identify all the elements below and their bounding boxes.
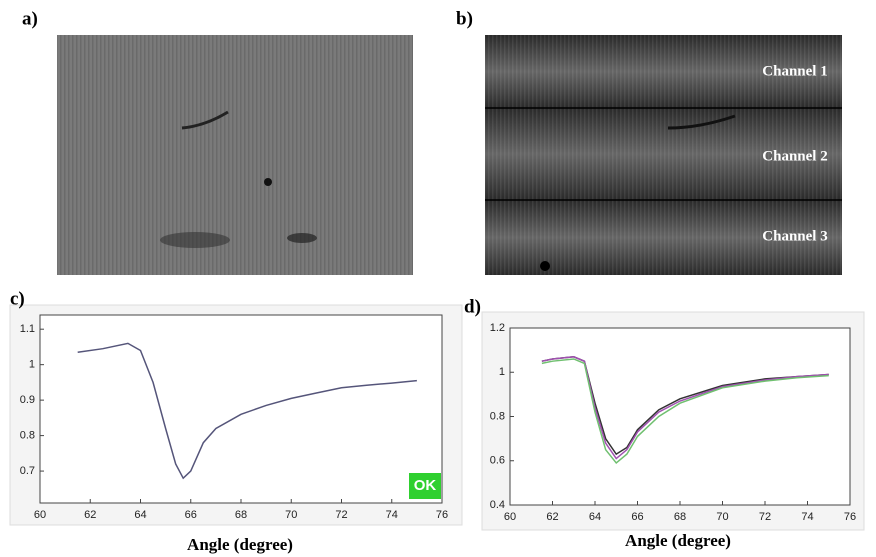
annotation: OK xyxy=(414,477,437,494)
y-tick-label: 0.8 xyxy=(490,410,505,422)
x-tick-label: 70 xyxy=(285,509,297,521)
y-tick-label: 0.9 xyxy=(20,394,35,406)
x-tick-label: 66 xyxy=(631,511,643,523)
image-b xyxy=(485,35,842,275)
y-tick-label: 0.6 xyxy=(490,455,505,467)
channel-label: Channel 1 xyxy=(762,63,827,79)
panel-label: a) xyxy=(22,8,38,29)
x-tick-label: 72 xyxy=(759,511,771,523)
x-axis-label: Angle (degree) xyxy=(187,535,293,554)
x-tick-label: 62 xyxy=(84,509,96,521)
channel-label: Channel 3 xyxy=(762,228,827,244)
data-line xyxy=(541,355,829,460)
x-tick-label: 70 xyxy=(716,511,728,523)
x-tick-label: 64 xyxy=(589,511,601,523)
x-axis-label: Angle (degree) xyxy=(625,531,731,550)
panel-label: c) xyxy=(10,288,25,309)
x-tick-label: 60 xyxy=(504,511,516,523)
x-tick-label: 68 xyxy=(235,509,247,521)
panel-label: b) xyxy=(456,8,473,29)
ok-badge xyxy=(409,473,441,499)
x-tick-label: 66 xyxy=(185,509,197,521)
x-tick-label: 64 xyxy=(134,509,146,521)
plot-area xyxy=(39,314,443,504)
x-tick-label: 74 xyxy=(801,511,813,523)
x-tick-label: 60 xyxy=(34,509,46,521)
x-tick-label: 76 xyxy=(844,511,856,523)
y-tick-label: 0.4 xyxy=(490,499,505,511)
y-tick-label: 1 xyxy=(499,366,505,378)
y-tick-label: 0.8 xyxy=(20,430,35,442)
y-tick-label: 1.2 xyxy=(490,322,505,334)
x-tick-label: 62 xyxy=(546,511,558,523)
data-line xyxy=(77,342,417,480)
panel-label: d) xyxy=(464,296,481,317)
x-tick-label: 76 xyxy=(436,509,448,521)
data-line xyxy=(541,358,829,465)
x-tick-label: 68 xyxy=(674,511,686,523)
y-tick-label: 0.7 xyxy=(20,465,35,477)
plot-area xyxy=(509,327,851,506)
y-tick-label: 1.1 xyxy=(20,323,35,335)
image-a xyxy=(57,35,413,275)
y-tick-label: 1 xyxy=(29,359,35,371)
channel-label: Channel 2 xyxy=(762,148,827,164)
x-tick-label: 74 xyxy=(386,509,398,521)
x-tick-label: 72 xyxy=(335,509,347,521)
